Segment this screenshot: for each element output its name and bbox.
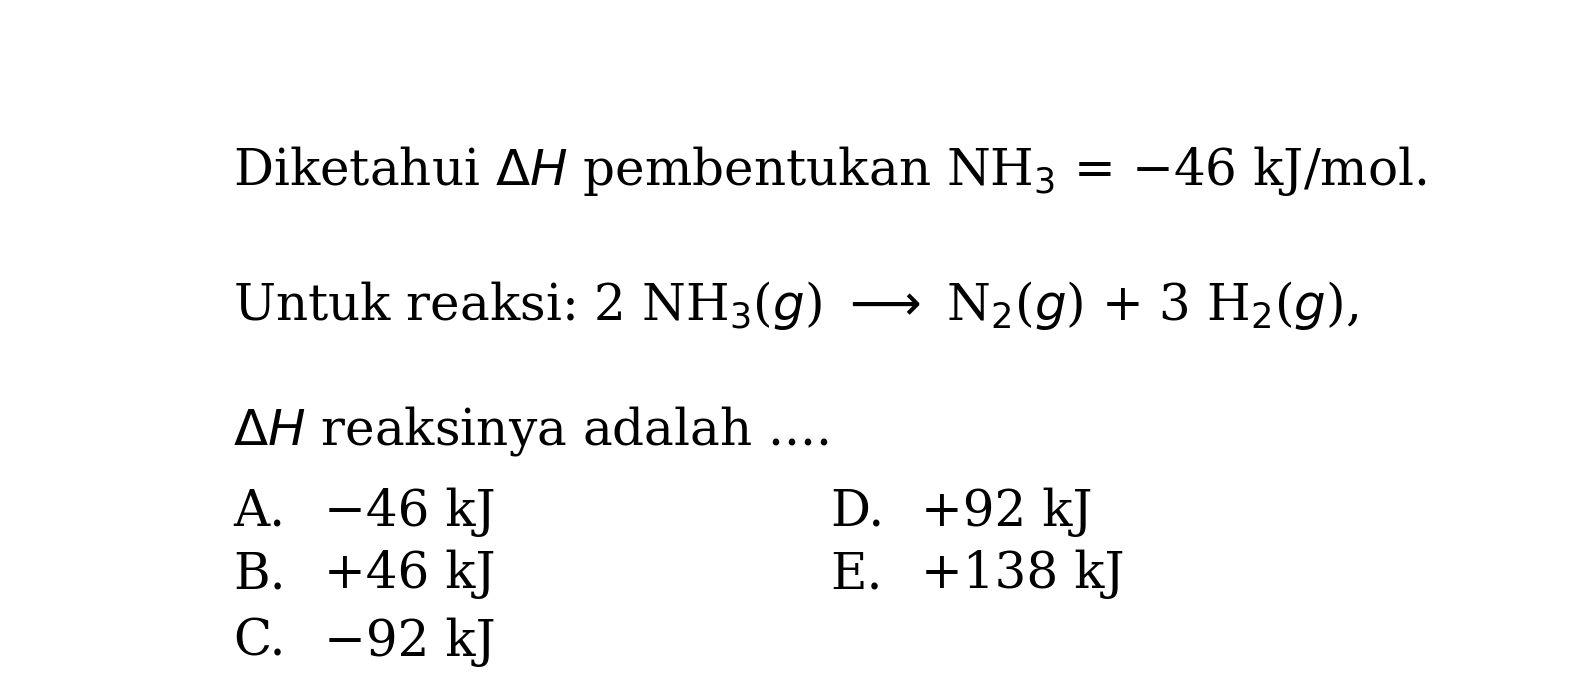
Text: Untuk reaksi: 2 NH$_3$($g$) $\longrightarrow$ N$_2$($g$) + 3 H$_2$($g$),: Untuk reaksi: 2 NH$_3$($g$) $\longrighta… xyxy=(233,279,1358,332)
Text: −92 kJ: −92 kJ xyxy=(324,617,497,667)
Text: D.: D. xyxy=(830,487,885,537)
Text: B.: B. xyxy=(233,550,286,599)
Text: +92 kJ: +92 kJ xyxy=(921,487,1093,537)
Text: $\Delta H$ reaksinya adalah ....: $\Delta H$ reaksinya adalah .... xyxy=(233,404,828,458)
Text: Diketahui $\Delta H$ pembentukan NH$_3$ = −46 kJ/mol.: Diketahui $\Delta H$ pembentukan NH$_3$ … xyxy=(233,143,1427,197)
Text: +138 kJ: +138 kJ xyxy=(921,550,1126,599)
Text: A.: A. xyxy=(233,487,285,537)
Text: −46 kJ: −46 kJ xyxy=(324,487,497,537)
Text: E.: E. xyxy=(830,550,882,599)
Text: C.: C. xyxy=(233,617,286,667)
Text: +46 kJ: +46 kJ xyxy=(324,550,495,599)
